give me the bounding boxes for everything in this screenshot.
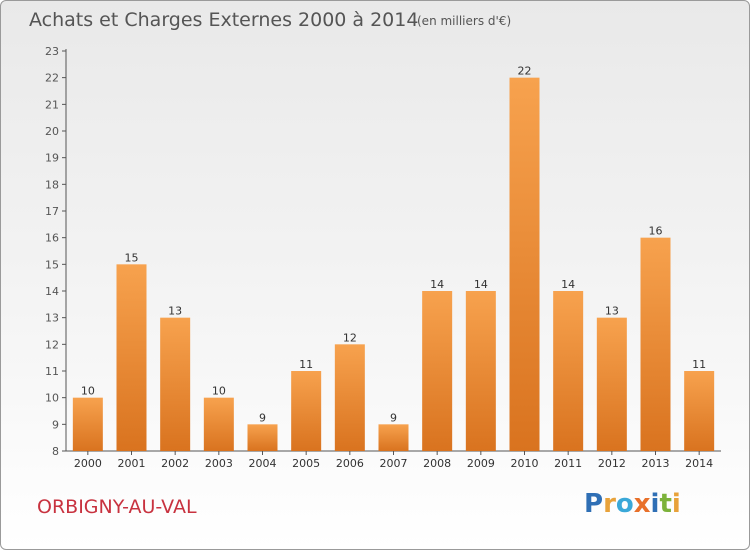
- x-tick-label: 2011: [554, 457, 582, 470]
- bar-2007: [378, 424, 409, 451]
- x-axis: 2000 2001 2002 2003 2004 2005 2006 2007 2008 2009…: [66, 450, 721, 470]
- bar-2006: [334, 344, 365, 451]
- bar-2014: [684, 371, 715, 451]
- y-tick-label: 19: [45, 152, 59, 165]
- value-label: 14: [430, 278, 444, 291]
- y-tick-label: 12: [45, 338, 59, 351]
- value-labels: 10 15 13 10 9 11 12 9 14 14 22 14 13 16 11: [81, 65, 706, 425]
- y-tick-label: 21: [45, 98, 59, 111]
- chart-unit: (en milliers d'€): [417, 14, 512, 28]
- y-axis: 8 9 10 11 12 13 14 15 16 17 18 19 20 21 22 23: [45, 45, 67, 458]
- y-tick-label: 17: [45, 205, 59, 218]
- value-label: 15: [125, 251, 139, 264]
- value-label: 22: [518, 65, 532, 78]
- logo-letter: x: [633, 489, 651, 519]
- value-label: 11: [299, 358, 313, 371]
- x-tick-label: 2006: [336, 457, 364, 470]
- bar-2012: [596, 317, 627, 451]
- value-label: 10: [212, 385, 226, 398]
- y-tick-label: 10: [45, 392, 59, 405]
- x-tick-label: 2000: [74, 457, 102, 470]
- value-label: 11: [692, 358, 706, 371]
- logo-letter: t: [659, 489, 672, 519]
- x-tick-label: 2001: [118, 457, 146, 470]
- bar-2010: [509, 77, 540, 452]
- y-tick-label: 14: [45, 285, 59, 298]
- chart-title: Achats et Charges Externes 2000 à 2014: [29, 9, 419, 31]
- value-label: 9: [390, 411, 397, 424]
- bar-2008: [422, 291, 453, 451]
- y-tick-label: 16: [45, 232, 59, 245]
- y-tick-label: 15: [45, 258, 59, 271]
- logo-letter: i: [671, 489, 681, 519]
- bar-2001: [116, 264, 147, 451]
- y-tick-label: 13: [45, 312, 59, 325]
- logo-letter: r: [603, 489, 616, 519]
- commune-name: ORBIGNY-AU-VAL: [37, 496, 197, 518]
- y-tick-label: 20: [45, 125, 59, 138]
- value-label: 14: [474, 278, 488, 291]
- x-tick-label: 2009: [467, 457, 495, 470]
- bar-2003: [203, 397, 234, 451]
- value-label: 13: [168, 305, 182, 318]
- value-label: 9: [259, 411, 266, 424]
- y-tick-label: 22: [45, 72, 59, 85]
- bar-2005: [291, 371, 322, 451]
- x-tick-label: 2007: [380, 457, 408, 470]
- x-tick-label: 2003: [205, 457, 233, 470]
- bar-2009: [465, 291, 496, 451]
- x-tick-label: 2010: [511, 457, 539, 470]
- bar-2002: [160, 317, 191, 451]
- bar-2013: [640, 237, 671, 451]
- x-tick-label: 2008: [423, 457, 451, 470]
- x-tick-label: 2002: [161, 457, 189, 470]
- y-tick-label: 8: [52, 445, 59, 458]
- logo-letter: i: [650, 489, 660, 519]
- bar-2011: [553, 291, 584, 451]
- y-tick-label: 23: [45, 45, 59, 58]
- x-tick-label: 2012: [598, 457, 626, 470]
- x-tick-label: 2005: [292, 457, 320, 470]
- value-label: 16: [649, 225, 663, 238]
- logo-letter: P: [584, 489, 604, 519]
- y-tick-label: 9: [52, 418, 59, 431]
- bar-2004: [247, 424, 278, 451]
- bars: [72, 77, 715, 452]
- bar-2000: [72, 397, 103, 451]
- y-tick-label: 11: [45, 365, 59, 378]
- value-label: 14: [561, 278, 575, 291]
- value-label: 12: [343, 331, 357, 344]
- x-tick-label: 2013: [642, 457, 670, 470]
- x-tick-label: 2014: [685, 457, 713, 470]
- value-label: 10: [81, 385, 95, 398]
- logo-letter: o: [615, 489, 634, 519]
- value-label: 13: [605, 305, 619, 318]
- x-tick-label: 2004: [249, 457, 277, 470]
- proxiti-logo[interactable]: Proxiti: [584, 489, 681, 519]
- y-tick-label: 18: [45, 178, 59, 191]
